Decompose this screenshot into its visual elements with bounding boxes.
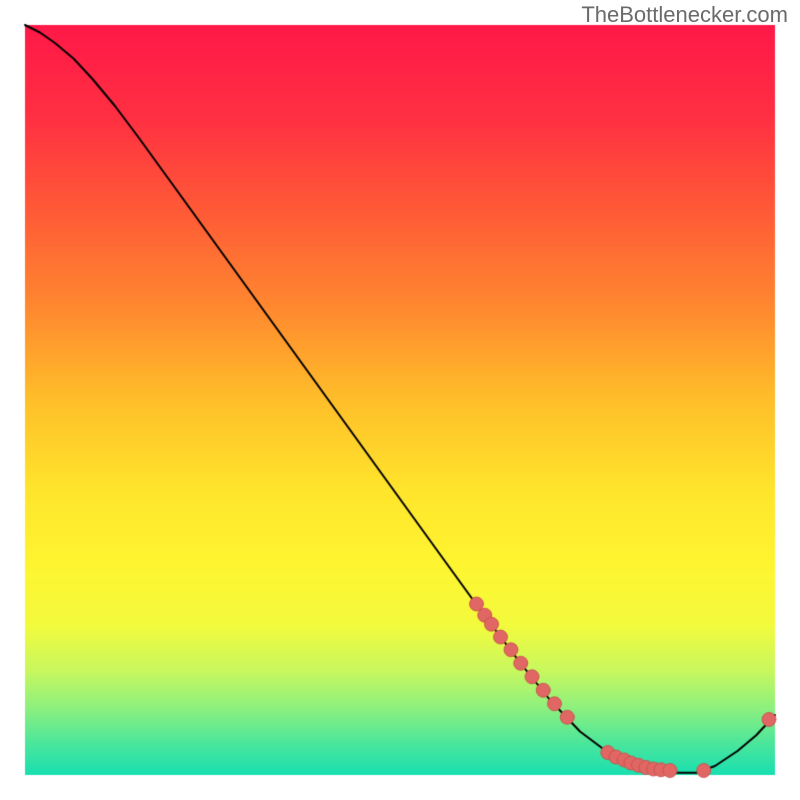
- chart-container: TheBottlenecker.com: [0, 0, 800, 800]
- bottleneck-curve-chart: [0, 0, 800, 800]
